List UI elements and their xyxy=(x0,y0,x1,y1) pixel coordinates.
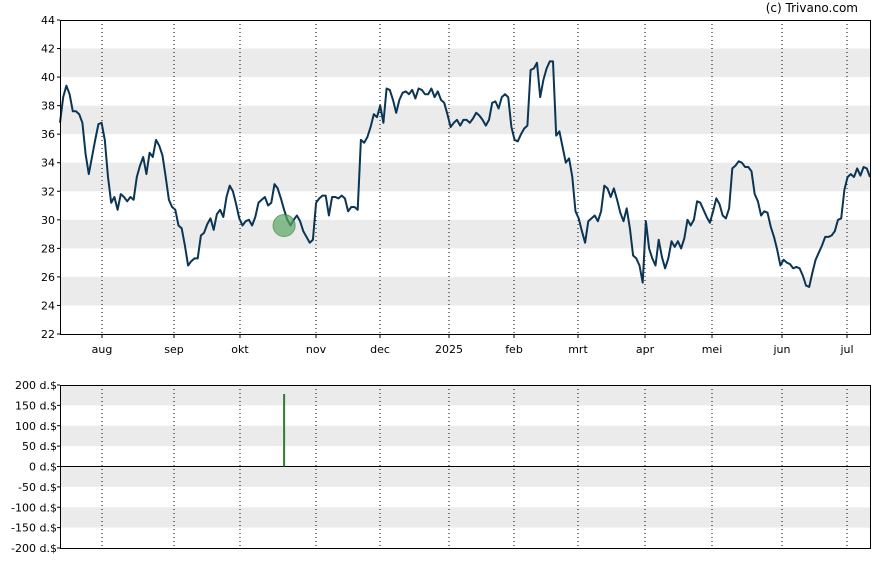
price-tick-label: 24 xyxy=(41,299,55,312)
price-band xyxy=(60,48,870,78)
month-tick-label: dec xyxy=(370,343,390,356)
price-tick-label: 34 xyxy=(41,157,55,170)
price-tick-label: 22 xyxy=(41,328,55,341)
month-tick-label: 2025 xyxy=(435,343,463,356)
month-tick-label: nov xyxy=(306,343,327,356)
month-tick-label: mei xyxy=(702,343,723,356)
axis-ticks xyxy=(57,19,848,549)
lower-plot-bands xyxy=(60,385,870,528)
price-tick-label: 44 xyxy=(41,14,55,27)
price-tick-label: 36 xyxy=(41,128,55,141)
volume-tick-label: -100 d.$ xyxy=(11,501,57,514)
price-tick-label: 38 xyxy=(41,100,55,113)
x-axis-labels: aug sep okt nov dec 2025 feb mrt apr mei jun jul xyxy=(92,343,854,356)
month-tick-label: sep xyxy=(164,343,183,356)
upper-plot-frame xyxy=(60,20,871,335)
volume-tick-label: -150 d.$ xyxy=(11,522,57,535)
volume-tick-label: 0 d.$ xyxy=(29,461,57,474)
upper-y-axis-labels: 22 24 26 28 30 32 34 36 38 40 42 44 xyxy=(41,14,55,341)
month-tick-label: aug xyxy=(92,343,113,356)
volume-tick-label: 150 d.$ xyxy=(15,399,57,412)
lower-y-axis-labels: -200 d.$ -150 d.$ -100 d.$ -50 d.$ 0 d.$ 50 d… xyxy=(11,379,57,555)
month-tick-label: jun xyxy=(773,343,791,356)
month-tick-label: okt xyxy=(231,343,249,356)
volume-tick-label: 100 d.$ xyxy=(15,420,57,433)
price-tick-label: 42 xyxy=(41,43,55,56)
price-band xyxy=(60,162,870,192)
volume-band xyxy=(60,507,870,528)
credit-label: (c) Trivano.com xyxy=(765,1,858,15)
price-band xyxy=(60,219,870,249)
price-tick-label: 32 xyxy=(41,185,55,198)
price-tick-label: 40 xyxy=(41,71,55,84)
volume-tick-label: -200 d.$ xyxy=(11,542,57,555)
price-band xyxy=(60,276,870,306)
price-tick-label: 30 xyxy=(41,214,55,227)
month-tick-label: feb xyxy=(505,343,523,356)
volume-band xyxy=(60,385,870,406)
month-tick-label: jul xyxy=(839,343,853,356)
volume-tick-label: 50 d.$ xyxy=(22,440,57,453)
month-tick-label: mrt xyxy=(568,343,588,356)
price-series-line xyxy=(59,60,871,288)
volume-band xyxy=(60,466,870,487)
volume-band xyxy=(60,425,870,447)
price-tick-label: 26 xyxy=(41,271,55,284)
event-marker xyxy=(272,214,296,238)
upper-plot-bands xyxy=(60,48,870,306)
month-tick-label: apr xyxy=(636,343,655,356)
volume-tick-label: 200 d.$ xyxy=(15,379,57,392)
price-tick-label: 28 xyxy=(41,242,55,255)
lower-plot-frame xyxy=(60,385,871,549)
volume-tick-label: -50 d.$ xyxy=(18,481,57,494)
